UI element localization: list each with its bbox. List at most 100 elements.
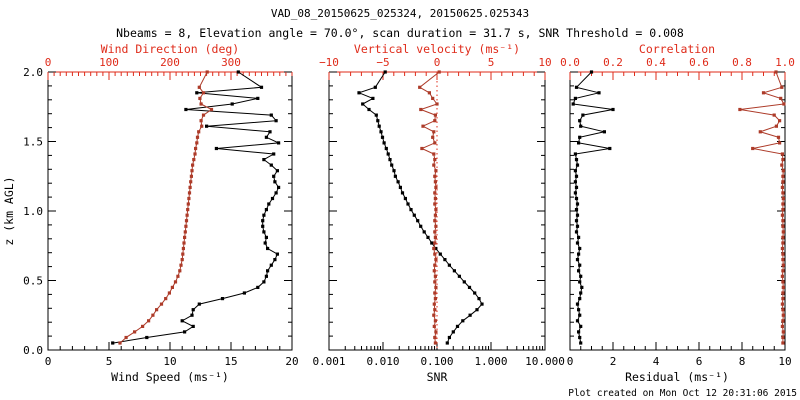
correlation-marker [780,213,784,217]
vertical-velocity-marker [433,291,437,295]
wind-direction-axis-title: Wind Direction (deg) [101,42,239,56]
snr-marker [457,274,461,278]
correlation-marker [778,119,782,123]
residual-marker [611,107,615,112]
panel-snr-velocity: 0.001 0.010 0.100 1.000 10.000 −10 −5 0 5 10 [312,56,564,368]
residual-axis-title: Residual (ms⁻¹) [625,370,729,384]
correlation-marker [781,196,785,201]
correlation-marker [774,70,778,74]
residual-marker [577,269,581,273]
snr-marker [373,85,377,89]
snr-marker [419,224,423,228]
residual-marker [579,274,583,278]
residual-marker [573,152,577,156]
correlation-marker [772,113,776,117]
wind-direction-line [119,71,213,344]
wind-direction-marker [194,146,198,151]
bottom-tick-label: 2 [610,355,617,368]
snr-marker [380,135,385,139]
residual-marker [573,169,577,173]
correlation-marker [780,324,784,328]
snr-marker [447,263,451,267]
wind-speed-marker [214,146,218,151]
bottom-axis-ticks [569,342,786,350]
residual-marker [579,291,583,295]
residual-marker [577,308,581,312]
vertical-velocity-marker [434,285,438,289]
wind-speed-marker [236,70,240,74]
bottom-tick-label: 4 [653,355,660,368]
wind-speed-marker [180,319,184,323]
wind-speed-marker [195,91,199,95]
wind-direction-marker [187,196,191,201]
bottom-tick-label: 10 [778,355,791,368]
wind-speed-marker [256,285,260,289]
correlation-marker [781,291,785,295]
wind-direction-marker [192,158,196,162]
vertical-velocity-marker [433,230,437,234]
residual-marker [577,141,581,145]
bottom-tick-label: 0.001 [312,355,345,368]
top-axis-ticks [47,72,293,80]
y-tick-labels: 0.0 0.5 1.0 1.5 2.0 [23,66,43,357]
correlation-marker [780,185,784,189]
vertical-velocity-marker [418,85,422,89]
figure-subtitle: Nbeams = 8, Elevation angle = 70.0°, sca… [116,26,684,40]
residual-marker [575,213,580,217]
correlation-marker [776,135,781,139]
top-tick-label: 200 [160,56,180,69]
vertical-velocity-marker [433,274,437,278]
snr-marker [422,230,426,234]
snr-marker [403,196,407,201]
vertical-velocity-line [418,71,440,344]
wind-speed-marker [277,185,281,189]
wind-speed-marker [190,313,194,317]
correlation-marker [780,163,784,167]
wind-speed-marker [262,280,266,284]
y-tick-label: 0.0 [23,344,43,357]
vertical-velocity-marker [432,269,436,273]
figure-title: VAD_08_20150625_025324, 20150625.025343 [271,7,529,20]
snr-marker [434,246,438,251]
series-wind-speed [111,70,281,345]
top-tick-labels: 0 100 200 300 [45,56,241,69]
residual-marker [579,124,583,128]
vertical-velocity-marker [433,341,437,345]
wind-speed-marker [256,96,260,100]
top-tick-labels: 0.0 0.2 0.4 0.6 0.8 1.0 [560,56,795,69]
wind-direction-marker [191,163,195,167]
wind-speed-marker [205,124,209,128]
correlation-marker [781,297,785,301]
wind-speed-marker [269,113,273,117]
vertical-velocity-marker [432,163,436,167]
wind-speed-marker [191,324,195,328]
snr-marker [430,241,434,245]
snr-marker [396,180,400,184]
correlation-marker [781,313,785,317]
correlation-marker [781,230,785,234]
residual-marker [574,85,579,89]
snr-marker [382,141,386,145]
snr-marker [392,169,396,173]
bottom-tick-label: 20 [285,355,298,368]
wind-direction-marker [186,202,190,206]
wind-speed-marker [273,258,277,262]
vertical-velocity-marker [432,313,436,317]
panel-residual-correlation: 0 2 4 6 8 10 0.0 0.2 0.4 0.6 0.8 1.0 [560,56,795,368]
correlation-marker [781,241,785,245]
residual-marker [577,235,581,239]
series-vertical-velocity [418,70,441,345]
wind-speed-marker [264,135,268,139]
residual-marker [578,135,582,139]
wind-direction-marker [155,308,159,312]
correlation-marker [781,308,785,312]
snr-marker [451,330,455,334]
y-tick-label: 2.0 [23,66,43,79]
correlation-marker [761,91,766,95]
snr-marker [384,146,388,151]
bottom-tick-label: 5 [106,355,113,368]
bottom-tick-labels: 0 5 10 15 20 [45,355,299,368]
